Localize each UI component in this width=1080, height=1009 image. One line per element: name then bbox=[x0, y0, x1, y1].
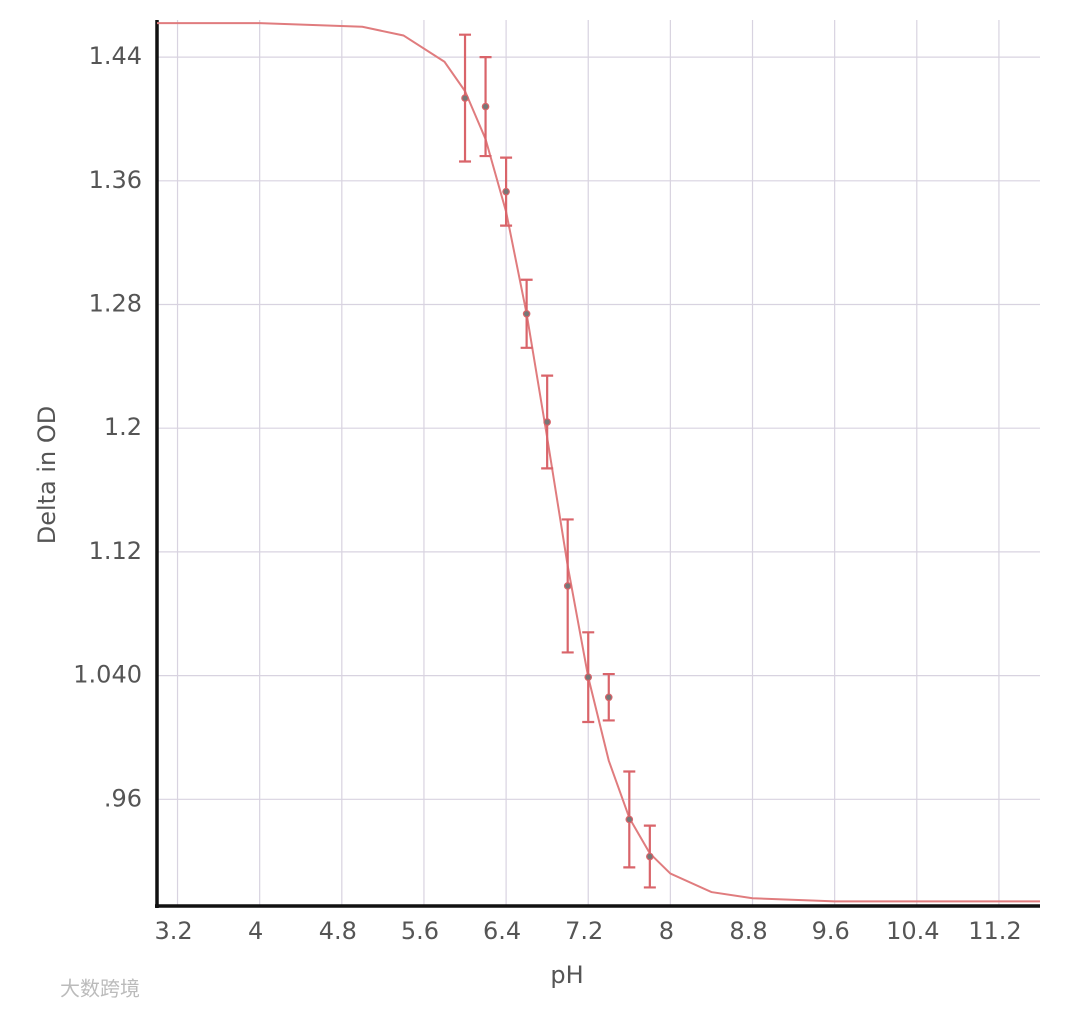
x-tick-label: 4 bbox=[248, 917, 263, 945]
point bbox=[481, 102, 490, 111]
x-tick-label: 4.8 bbox=[319, 917, 357, 945]
y-axis-title: Delta in OD bbox=[33, 406, 61, 545]
y-tick-label: 1.28 bbox=[89, 290, 142, 318]
y-tick-label: 1.12 bbox=[89, 537, 142, 565]
fit-curve bbox=[157, 22, 1040, 903]
x-tick-label: 6.4 bbox=[483, 917, 521, 945]
x-axis-title: pH bbox=[550, 961, 583, 989]
point bbox=[543, 418, 551, 426]
x-tick-label: 8 bbox=[659, 917, 674, 945]
point bbox=[625, 815, 634, 824]
point bbox=[522, 309, 531, 318]
x-tick-label: 5.6 bbox=[401, 917, 439, 945]
y-tick-label: 1.040 bbox=[73, 661, 142, 689]
point bbox=[502, 187, 510, 196]
x-tick-label: 7.2 bbox=[565, 917, 603, 945]
y-tick-label: 1.44 bbox=[89, 42, 142, 70]
x-tick-label: 9.6 bbox=[812, 917, 850, 945]
x-tick-label: 11.2 bbox=[968, 917, 1021, 945]
point bbox=[461, 94, 469, 102]
point bbox=[584, 673, 593, 681]
y-tick-label: 1.36 bbox=[89, 166, 142, 194]
point bbox=[604, 693, 613, 702]
y-tick-label: 1.2 bbox=[104, 413, 142, 441]
x-tick-label: 3.2 bbox=[154, 917, 192, 945]
watermark: 大数跨境 bbox=[60, 977, 140, 1001]
point bbox=[646, 852, 654, 861]
x-tick-label: 8.8 bbox=[729, 917, 767, 945]
y-tick-label: .96 bbox=[104, 784, 142, 812]
x-tick-label: 10.4 bbox=[886, 917, 939, 945]
point bbox=[563, 582, 572, 590]
